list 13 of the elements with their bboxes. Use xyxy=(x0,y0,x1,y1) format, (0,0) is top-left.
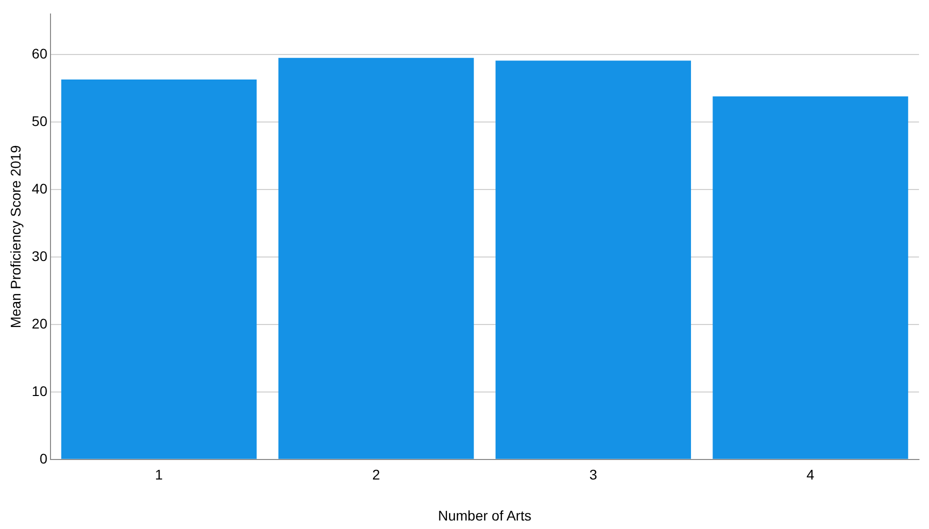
x-tick-label: 4 xyxy=(806,466,815,483)
y-tick-label: 30 xyxy=(32,248,48,264)
y-tick-label: 20 xyxy=(32,315,48,332)
x-axis-title: Number of Arts xyxy=(438,507,532,524)
x-tick-label: 1 xyxy=(155,466,164,483)
y-tick-label: 10 xyxy=(32,382,48,399)
x-tick-label: 3 xyxy=(589,466,598,483)
y-tick-label: 60 xyxy=(32,45,48,62)
y-axis-title: Mean Proficiency Score 2019 xyxy=(7,145,24,328)
y-tick-label: 0 xyxy=(40,450,48,466)
x-tick-label: 2 xyxy=(372,466,380,483)
y-tick-label: 40 xyxy=(32,180,48,196)
y-tick-label: 50 xyxy=(32,112,48,129)
